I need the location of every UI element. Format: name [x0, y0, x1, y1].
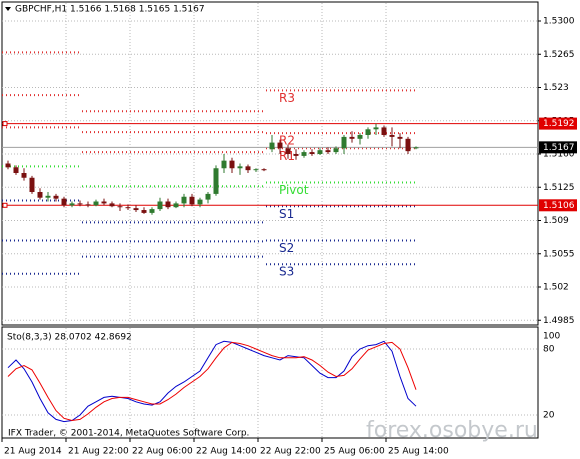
candle-body [21, 173, 27, 178]
candle-body [237, 166, 243, 169]
candle-body [285, 148, 291, 154]
price-box [539, 199, 577, 212]
candle-body [277, 142, 283, 149]
y-tick-label: 1.5300 [543, 17, 575, 27]
candle-body [13, 167, 19, 173]
pivot-label: S3 [279, 265, 294, 279]
candle-body [165, 201, 171, 208]
price-box-label: 1.5106 [543, 201, 575, 211]
candle-body [109, 203, 115, 207]
y-tick-label: 1.5265 [543, 50, 575, 60]
bid-box [539, 141, 577, 154]
candle-body [173, 203, 179, 208]
candle-body [269, 142, 275, 150]
sub-plot [1, 326, 539, 439]
candle-body [101, 201, 107, 204]
pivot-label: R1 [279, 149, 295, 163]
candle-body [261, 169, 267, 171]
candle-body [389, 135, 395, 137]
candle-body [69, 203, 75, 206]
candle-body [61, 198, 67, 206]
y-tick-label: 1.523 [543, 83, 569, 93]
candle-body [141, 210, 147, 213]
candle-body [205, 193, 211, 200]
stochastic-line [7, 341, 417, 422]
x-tick-label: 21 Aug 2014 [4, 447, 62, 457]
candle-body [93, 201, 99, 206]
candle-body [29, 177, 35, 192]
candle-body [317, 150, 323, 154]
candle-body [189, 196, 195, 205]
watermark: forex.osobye.ru [366, 418, 538, 443]
candle-body [117, 206, 123, 208]
candle-body [405, 138, 411, 152]
pivot-label: S1 [279, 207, 294, 221]
candle-body [245, 166, 251, 171]
x-tick-label: 22 Aug 22:00 [260, 447, 321, 457]
y-tick-label: 1.509 [543, 216, 569, 226]
price-box [539, 117, 577, 130]
y-tick-label: 1.5055 [543, 249, 575, 259]
chart-title: GBPCHF,H1 1.5166 1.5168 1.5165 1.5167 [15, 5, 205, 15]
copyright: IFX Trader, © 2001-2014, MetaQuotes Soft… [8, 429, 249, 439]
candle-body [181, 196, 187, 204]
main-plot [1, 1, 539, 326]
price-box-label: 1.5192 [543, 119, 575, 129]
candle-body [301, 152, 307, 156]
candle-body [253, 169, 259, 171]
candle-body [341, 136, 347, 149]
pivot-label: R2 [279, 134, 295, 148]
indicator-title: Sto(8,3,3) 28.0702 42.8692 [7, 333, 132, 343]
y-tick-label: 1.4985 [543, 316, 575, 326]
candle-body [221, 160, 227, 169]
candle-body [53, 195, 59, 199]
y-tick-label: 1.5160 [543, 150, 575, 160]
x-tick-label: 25 Aug 06:00 [324, 447, 385, 457]
candle-body [413, 147, 419, 149]
y-tick-label: 1.502 [543, 283, 569, 293]
candle-body [333, 148, 339, 153]
candle-body [133, 208, 139, 211]
candle-body [309, 152, 315, 154]
candle-body [149, 209, 155, 213]
candle-body [365, 129, 371, 135]
menu-arrow [5, 7, 11, 11]
candle-body [397, 136, 403, 139]
candle-body [157, 201, 163, 210]
candle-body [213, 168, 219, 194]
candle-body [77, 203, 83, 205]
candle-body [229, 160, 235, 169]
candle-body [357, 135, 363, 139]
x-tick-label: 25 Aug 14:00 [388, 447, 449, 457]
x-tick-label: 22 Aug 06:00 [132, 447, 193, 457]
pivot-label: Pivot [279, 183, 309, 197]
candle-body [5, 163, 11, 168]
line-anchor [2, 121, 8, 127]
candle-body [349, 136, 355, 139]
stochastic-line [7, 340, 417, 423]
candle-body [45, 195, 51, 198]
x-tick-label: 22 Aug 14:00 [196, 447, 257, 457]
line-anchor [2, 202, 8, 208]
candle-body [373, 127, 379, 130]
candle-body [381, 127, 387, 135]
y-tick-label: 20 [543, 411, 555, 421]
candle-body [125, 207, 131, 209]
y-tick-label: 80 [543, 345, 555, 355]
y-tick-label: 100 [543, 332, 560, 342]
bid-label: 1.5167 [543, 143, 575, 153]
candle-body [37, 192, 43, 198]
y-tick-label: 1.5125 [543, 183, 575, 193]
pivot-label: R3 [279, 91, 295, 105]
candle-body [325, 150, 331, 153]
candle-body [293, 154, 299, 156]
pivot-label: S2 [279, 241, 294, 255]
x-tick-label: 21 Aug 22:00 [68, 447, 129, 457]
candle-body [85, 204, 91, 206]
candle-body [197, 199, 203, 205]
